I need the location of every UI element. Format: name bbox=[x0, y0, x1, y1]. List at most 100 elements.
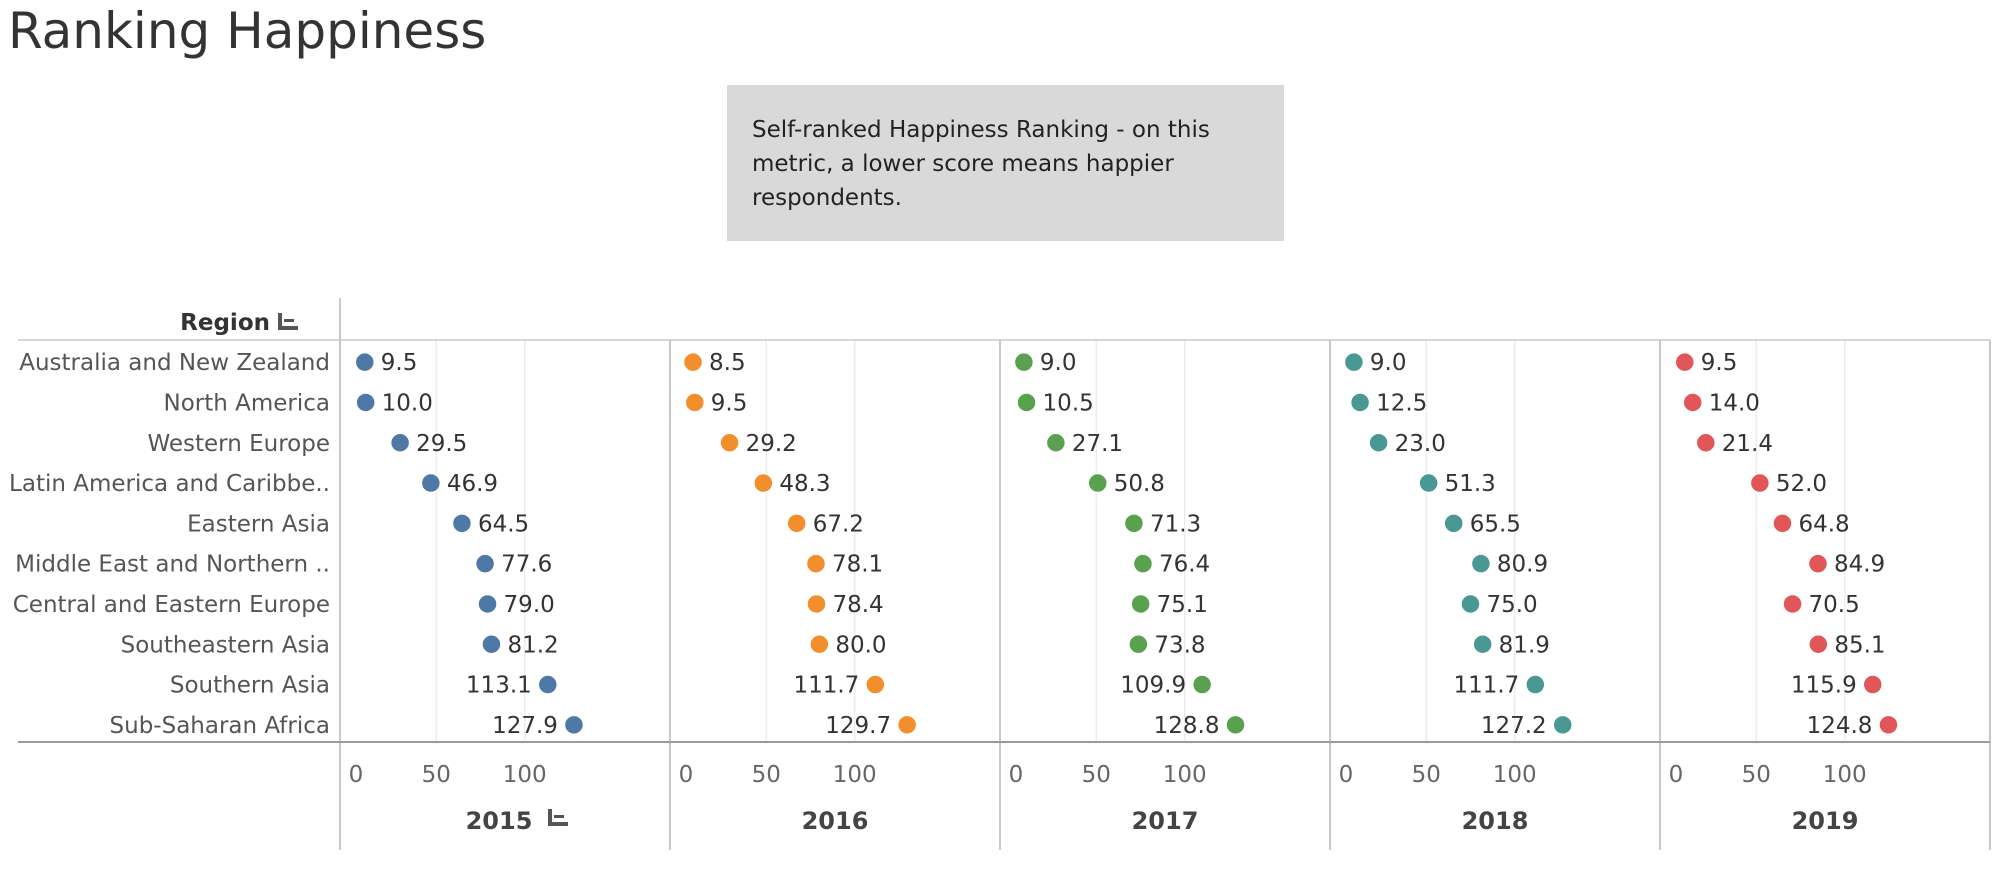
header-layer: Region bbox=[180, 310, 298, 336]
data-label: 109.9 bbox=[1120, 673, 1186, 699]
x-tick-label: 50 bbox=[1082, 762, 1111, 788]
data-label: 14.0 bbox=[1709, 390, 1760, 416]
x-axes: 0 50 100 2015 0 50 100 2016 0 50 100 2017 0 50 100 2018… bbox=[349, 762, 1867, 835]
frame-layer bbox=[18, 298, 1991, 850]
data-point[interactable] bbox=[563, 714, 585, 736]
data-point[interactable] bbox=[474, 553, 496, 574]
data-point[interactable] bbox=[1132, 553, 1154, 574]
sort-icon[interactable] bbox=[278, 313, 298, 330]
data-point[interactable] bbox=[1130, 593, 1151, 615]
data-point[interactable] bbox=[477, 593, 498, 615]
data-label: 50.8 bbox=[1114, 471, 1165, 497]
annotation-note: Self-ranked Happiness Ranking - on this … bbox=[727, 85, 1284, 241]
data-label: 79.0 bbox=[504, 592, 555, 618]
data-point[interactable] bbox=[684, 392, 706, 413]
data-point[interactable] bbox=[1674, 351, 1696, 373]
data-point[interactable] bbox=[1682, 392, 1703, 413]
data-point[interactable] bbox=[1782, 593, 1803, 615]
data-point[interactable] bbox=[805, 553, 827, 574]
sort-icon[interactable] bbox=[548, 809, 568, 826]
data-point[interactable] bbox=[1695, 432, 1717, 453]
data-point[interactable] bbox=[1418, 472, 1439, 494]
data-point[interactable] bbox=[806, 593, 827, 615]
column-header-year[interactable]: 2018 bbox=[1462, 807, 1529, 835]
data-label: 46.9 bbox=[447, 471, 498, 497]
data-point[interactable] bbox=[1045, 432, 1067, 453]
data-label: 65.5 bbox=[1470, 511, 1521, 537]
column-header-year[interactable]: 2016 bbox=[802, 807, 869, 835]
data-point[interactable] bbox=[354, 351, 376, 373]
row-header-region[interactable]: Region bbox=[180, 310, 270, 336]
data-point[interactable] bbox=[1878, 714, 1899, 736]
data-point[interactable] bbox=[1016, 392, 1037, 413]
column-header-year[interactable]: 2015 bbox=[466, 807, 533, 835]
data-label: 29.2 bbox=[746, 431, 797, 457]
row-label: Central and Eastern Europe bbox=[13, 592, 330, 618]
data-label: 111.7 bbox=[793, 673, 859, 699]
data-point[interactable] bbox=[1368, 432, 1389, 453]
data-point[interactable] bbox=[355, 392, 376, 413]
row-label: Latin America and Caribbe.. bbox=[9, 471, 330, 497]
row-label: Eastern Asia bbox=[187, 511, 330, 537]
data-point[interactable] bbox=[481, 634, 502, 655]
data-point[interactable] bbox=[389, 432, 411, 453]
data-label: 78.4 bbox=[832, 592, 883, 618]
data-point[interactable] bbox=[420, 472, 442, 494]
data-point[interactable] bbox=[753, 472, 774, 494]
data-point[interactable] bbox=[1225, 714, 1246, 736]
data-point[interactable] bbox=[537, 674, 559, 695]
data-point[interactable] bbox=[1772, 513, 1793, 534]
column-header-year[interactable]: 2017 bbox=[1132, 807, 1199, 835]
data-point[interactable] bbox=[1862, 674, 1883, 695]
x-tick-label: 0 bbox=[1009, 762, 1024, 788]
data-point[interactable] bbox=[1123, 513, 1145, 534]
data-label: 111.7 bbox=[1453, 673, 1519, 699]
data-point[interactable] bbox=[896, 714, 918, 736]
x-tick-label: 50 bbox=[1412, 762, 1441, 788]
x-tick-label: 0 bbox=[1669, 762, 1684, 788]
data-point[interactable] bbox=[1343, 351, 1365, 373]
data-label: 73.8 bbox=[1154, 632, 1205, 658]
data-point[interactable] bbox=[1472, 634, 1493, 655]
data-point[interactable] bbox=[1443, 513, 1464, 534]
data-point[interactable] bbox=[1525, 674, 1546, 695]
data-label: 64.5 bbox=[478, 511, 529, 537]
data-point[interactable] bbox=[1128, 634, 1149, 655]
data-point[interactable] bbox=[1808, 634, 1829, 655]
data-point[interactable] bbox=[809, 634, 830, 655]
data-point[interactable] bbox=[682, 351, 704, 373]
x-tick-label: 0 bbox=[349, 762, 364, 788]
data-point[interactable] bbox=[1349, 392, 1371, 413]
data-point[interactable] bbox=[1013, 351, 1035, 373]
data-point[interactable] bbox=[1807, 553, 1829, 574]
data-point[interactable] bbox=[1470, 553, 1492, 574]
data-label: 29.5 bbox=[416, 431, 467, 457]
column-header-year[interactable]: 2019 bbox=[1792, 807, 1859, 835]
x-tick-label: 100 bbox=[1493, 762, 1537, 788]
data-point[interactable] bbox=[865, 674, 886, 695]
data-label: 9.5 bbox=[711, 390, 748, 416]
data-label: 48.3 bbox=[779, 471, 830, 497]
data-label: 115.9 bbox=[1791, 673, 1857, 699]
data-point[interactable] bbox=[1460, 593, 1481, 615]
data-label: 10.0 bbox=[382, 390, 433, 416]
data-label: 81.2 bbox=[507, 632, 558, 658]
data-point[interactable] bbox=[451, 513, 473, 534]
data-label: 80.0 bbox=[835, 632, 886, 658]
data-label: 9.0 bbox=[1370, 350, 1407, 376]
row-labels: Australia and New Zealand North America We… bbox=[9, 350, 330, 739]
data-point[interactable] bbox=[1552, 714, 1573, 736]
data-point[interactable] bbox=[1087, 472, 1108, 494]
data-label: 76.4 bbox=[1159, 552, 1210, 578]
data-point[interactable] bbox=[1749, 472, 1771, 494]
data-label: 23.0 bbox=[1395, 431, 1446, 457]
x-tick-label: 50 bbox=[1742, 762, 1771, 788]
data-label: 128.8 bbox=[1154, 713, 1220, 739]
data-point[interactable] bbox=[786, 513, 807, 534]
data-point[interactable] bbox=[1191, 674, 1213, 695]
data-label: 9.5 bbox=[381, 350, 418, 376]
data-point[interactable] bbox=[719, 432, 740, 453]
data-label: 71.3 bbox=[1150, 511, 1201, 537]
x-tick-label: 0 bbox=[1339, 762, 1354, 788]
data-label: 84.9 bbox=[1834, 552, 1885, 578]
